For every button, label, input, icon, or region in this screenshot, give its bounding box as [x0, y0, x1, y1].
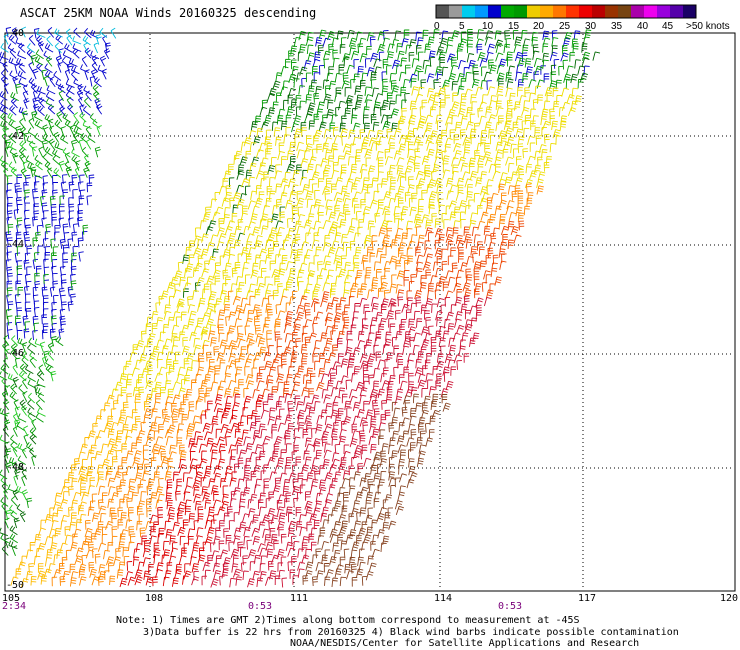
wind-barbs-crimson — [191, 295, 492, 588]
lon-label: 120 — [720, 593, 738, 604]
colorbar-swatch — [553, 5, 567, 18]
lat-label: -50 — [6, 580, 24, 591]
colorbar-swatch — [670, 5, 684, 18]
colorbar-swatch — [436, 5, 450, 18]
wind-barbs-blue — [0, 26, 111, 341]
map-title: ASCAT 25KM NOAA Winds 20160325 descendin… — [20, 6, 317, 20]
colorbar-border — [435, 4, 697, 19]
colorbar-tick: 20 — [533, 21, 545, 32]
colorbar-tick: 10 — [482, 21, 494, 32]
lat-label: -46 — [6, 348, 24, 359]
wind-barbs-green — [0, 49, 101, 556]
colorbar-swatch — [683, 5, 697, 18]
colorbar-swatch — [475, 5, 489, 18]
lat-label: -48 — [6, 462, 24, 473]
wind-barbs-red — [119, 393, 265, 588]
colorbar-tick: 15 — [508, 21, 520, 32]
wind-barbs-lightgreen — [0, 111, 102, 521]
lat-label: -40 — [6, 28, 24, 39]
colorbar-tick: 25 — [559, 21, 571, 32]
wind-barbs-orange — [51, 183, 544, 587]
colorbar-swatch — [605, 5, 619, 18]
lon-label: 105 — [2, 593, 20, 604]
colorbar-tick: 40 — [637, 21, 649, 32]
lon-label: 108 — [145, 593, 163, 604]
colorbar-swatch — [592, 5, 606, 18]
lat-label: -42 — [6, 131, 24, 142]
colorbar-swatch — [566, 5, 580, 18]
map-frame — [4, 32, 736, 592]
lon-label: 114 — [434, 593, 452, 604]
colorbar-swatch — [449, 5, 463, 18]
note-line-1: Note: 1) Times are GMT 2)Times along bot… — [116, 615, 580, 626]
note-line-3: NOAA/NESDIS/Center for Satellite Applica… — [290, 638, 640, 649]
colorbar-tick: 30 — [585, 21, 597, 32]
colorbar-swatch — [514, 5, 528, 18]
wind-barbs-brown — [302, 393, 451, 588]
axis-labels: -40 -42 -44 -46 -48 -50 105 108 111 114 … — [2, 28, 738, 612]
wind-barbs-cyan — [0, 26, 117, 54]
colorbar-swatch — [631, 5, 645, 18]
colorbar-swatch — [579, 5, 593, 18]
wind-barbs-green — [254, 29, 592, 133]
left-swath-barbs — [0, 26, 117, 556]
colorbar-tick: 45 — [662, 21, 674, 32]
colorbar-swatch — [657, 5, 671, 18]
wind-barbs-darkgreen — [182, 29, 601, 298]
lon-label: 111 — [290, 593, 308, 604]
colorbar-swatch — [488, 5, 502, 18]
lat-label: -44 — [6, 239, 24, 250]
note-line-2: 3)Data buffer is 22 hrs from 20160325 4)… — [143, 627, 679, 638]
time-label: 2:34 — [2, 601, 26, 612]
wind-barbs-gold — [10, 393, 153, 588]
colorbar-swatch — [527, 5, 541, 18]
wind-barbs-yellow — [111, 85, 582, 399]
colorbar-swatch — [618, 5, 632, 18]
wind-speed-colorbar: 0 5 10 15 20 25 30 35 40 45 >50 knots — [434, 4, 730, 32]
colorbar-tick: 0 — [434, 21, 440, 32]
time-label: 0:53 — [248, 601, 272, 612]
colorbar-swatch — [501, 5, 515, 18]
colorbar-tick: >50 knots — [686, 21, 730, 32]
colorbar-tick: 35 — [611, 21, 623, 32]
main-swath-barbs — [10, 29, 601, 588]
colorbar-swatch — [462, 5, 476, 18]
colorbar-swatch — [644, 5, 658, 18]
colorbar-swatch — [540, 5, 554, 18]
wind-barbs-darkgreen — [0, 344, 45, 556]
colorbar-tick: 5 — [459, 21, 465, 32]
wind-barbs-redorange — [252, 220, 525, 399]
colorbar-swatches — [436, 5, 697, 18]
time-label: 0:53 — [498, 601, 522, 612]
lon-label: 117 — [578, 593, 596, 604]
grid-lines — [6, 34, 734, 590]
